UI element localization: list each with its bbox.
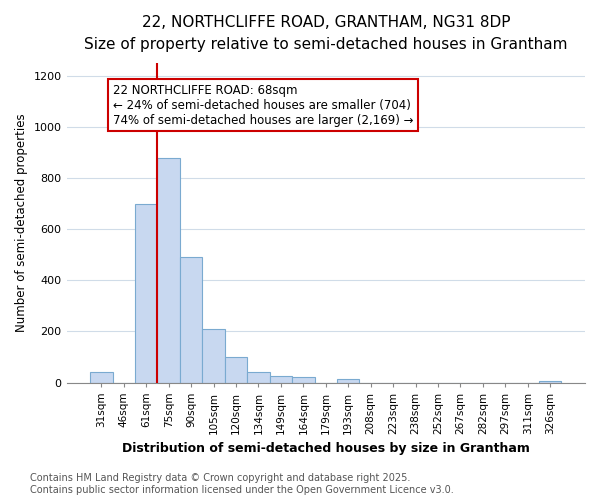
Bar <box>180 258 202 382</box>
Bar <box>337 378 359 382</box>
Bar <box>135 204 157 382</box>
Title: 22, NORTHCLIFFE ROAD, GRANTHAM, NG31 8DP
Size of property relative to semi-detac: 22, NORTHCLIFFE ROAD, GRANTHAM, NG31 8DP… <box>84 15 568 52</box>
Bar <box>247 372 269 382</box>
Bar <box>90 372 113 382</box>
Text: Contains HM Land Registry data © Crown copyright and database right 2025.
Contai: Contains HM Land Registry data © Crown c… <box>30 474 454 495</box>
Bar <box>269 376 292 382</box>
Text: 22 NORTHCLIFFE ROAD: 68sqm
← 24% of semi-detached houses are smaller (704)
74% o: 22 NORTHCLIFFE ROAD: 68sqm ← 24% of semi… <box>113 84 413 126</box>
Bar <box>157 158 180 382</box>
Bar <box>225 357 247 382</box>
X-axis label: Distribution of semi-detached houses by size in Grantham: Distribution of semi-detached houses by … <box>122 442 530 455</box>
Bar <box>292 378 314 382</box>
Bar <box>539 381 562 382</box>
Y-axis label: Number of semi-detached properties: Number of semi-detached properties <box>15 114 28 332</box>
Bar <box>202 329 225 382</box>
